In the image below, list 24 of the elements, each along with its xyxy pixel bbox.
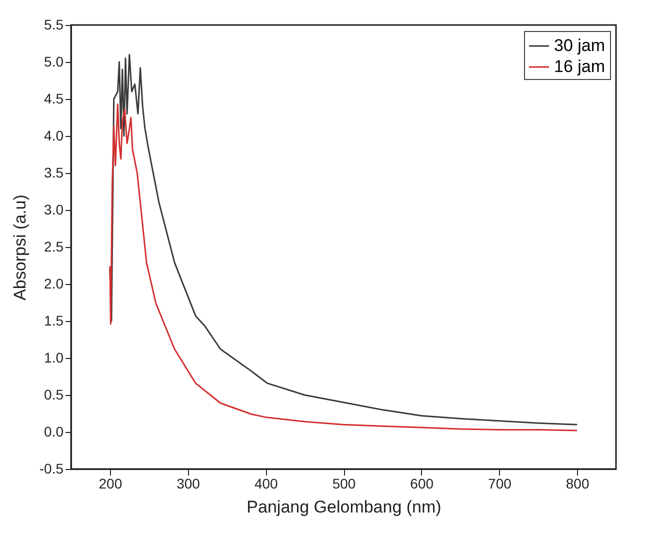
x-tick-label: 800 (566, 476, 590, 492)
y-tick-label: 5.0 (44, 54, 64, 70)
y-tick-label: 3.5 (44, 164, 64, 180)
x-tick-label: 200 (98, 476, 122, 492)
y-tick-label: 3.0 (44, 202, 64, 218)
y-tick-label: 0.0 (44, 424, 64, 440)
y-tick-label: 1.0 (44, 350, 64, 366)
legend-label: 16 jam (554, 57, 606, 76)
x-axis-title: Panjang Gelombang (nm) (246, 498, 442, 516)
x-tick-label: 600 (410, 476, 434, 492)
x-tick-label: 700 (488, 476, 512, 492)
y-tick-label: -0.5 (39, 460, 64, 476)
x-tick-label: 500 (332, 476, 356, 492)
y-tick-label: 5.5 (44, 16, 64, 32)
y-tick-label: 4.5 (44, 90, 64, 106)
y-tick-label: 0.5 (44, 386, 64, 402)
y-tick-label: 2.0 (44, 276, 64, 292)
y-tick-label: 1.5 (44, 312, 64, 328)
y-tick-label: 4.0 (44, 128, 64, 144)
y-axis-title: Absorpsi (a.u) (10, 194, 30, 300)
legend-label: 30 jam (554, 36, 606, 55)
y-tick-label: 2.5 (44, 238, 64, 254)
x-tick-label: 300 (176, 476, 200, 492)
x-tick-label: 400 (254, 476, 278, 492)
